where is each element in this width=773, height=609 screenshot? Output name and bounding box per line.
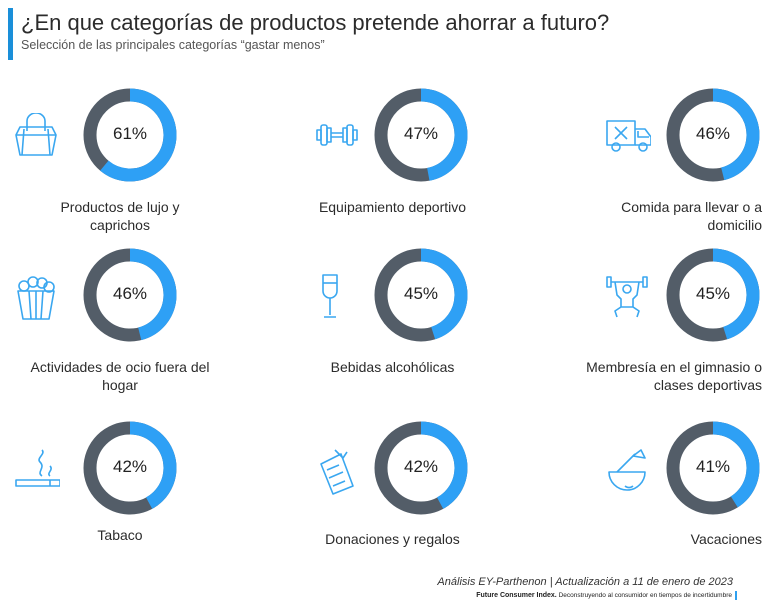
donut-chart [374, 421, 468, 515]
delivery-truck-icon [605, 113, 652, 168]
popcorn-icon [14, 273, 60, 328]
page-subtitle: Selección de las principales categorías … [21, 38, 325, 52]
donut-value-arc [374, 88, 468, 182]
accent-bar [8, 8, 13, 60]
footer: Future Consumer Index. Deconstruyendo al… [476, 591, 737, 600]
footer-brand: Future Consumer Index. [476, 592, 557, 600]
donut-value-arc [83, 421, 177, 515]
donut-chart [666, 248, 760, 342]
footer-bar [735, 591, 737, 600]
donut-value-arc [83, 88, 177, 182]
dumbbell-icon [315, 113, 361, 168]
donut-chart [83, 421, 177, 515]
shopping-bag-icon [14, 112, 60, 168]
category-label: Tabaco [97, 527, 143, 543]
champagne-glass-icon [315, 273, 361, 328]
donut-chart [666, 421, 760, 515]
donut-chart [666, 88, 760, 182]
category-label: Actividades de ocio fuera del hogar [30, 359, 210, 393]
donut-percent-label: 45% [403, 284, 439, 303]
category-label: Vacaciones [690, 531, 762, 547]
weightlifter-icon [605, 273, 651, 328]
donut-percent-label: 46% [695, 124, 731, 143]
category-label: Comida para llevar o a domicilio [621, 199, 762, 233]
gift-icon [315, 446, 361, 501]
donut-chart [374, 88, 468, 182]
category-label: Equipamiento deportivo [318, 199, 467, 215]
donut-value-arc [83, 248, 177, 342]
page-title: ¿En que categorías de productos pretende… [21, 10, 610, 35]
donut-percent-label: 61% [112, 124, 148, 143]
donut-percent-label: 42% [112, 457, 148, 476]
donut-value-arc [374, 421, 468, 515]
donut-percent-label: 45% [695, 284, 731, 303]
donut-percent-label: 47% [403, 124, 439, 143]
coconut-drink-icon [605, 446, 651, 501]
donut-percent-label: 42% [403, 457, 439, 476]
category-label: Productos de lujo y caprichos [60, 199, 180, 233]
donut-value-arc [666, 248, 760, 342]
category-label: Bebidas alcohólicas [330, 359, 455, 375]
category-label: Donaciones y regalos [325, 531, 460, 547]
donut-value-arc [666, 421, 760, 515]
category-label: Membresía en el gimnasio o clases deport… [586, 359, 762, 393]
donut-chart [83, 88, 177, 182]
donut-value-arc [374, 248, 468, 342]
donut-chart [83, 248, 177, 342]
donut-chart [374, 248, 468, 342]
cigarette-icon [14, 446, 61, 501]
donut-percent-label: 41% [695, 457, 731, 476]
credit-line: Análisis EY-Parthenon | Actualización a … [437, 576, 733, 588]
footer-tagline: Deconstruyendo al consumidor en tiempos … [558, 592, 732, 600]
donut-value-arc [666, 88, 760, 182]
donut-percent-label: 46% [112, 284, 148, 303]
